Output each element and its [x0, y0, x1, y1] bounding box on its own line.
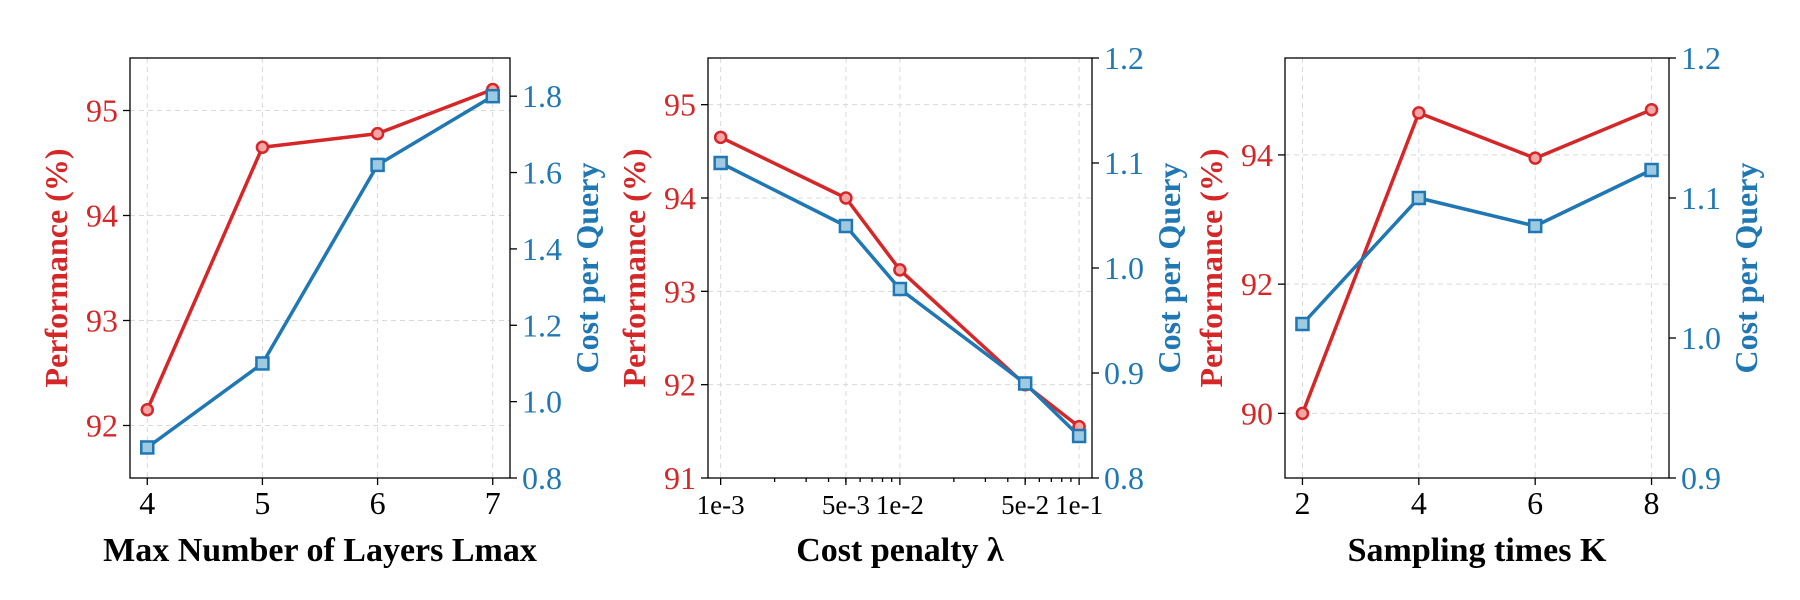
y-left-tick-label: 95	[86, 93, 118, 129]
y-left-tick-label: 91	[664, 460, 696, 496]
y-right-axis-label: Cost per Query	[1728, 163, 1764, 374]
y-right-axis-label: Cost per Query	[569, 163, 605, 374]
performance-point	[1528, 151, 1542, 165]
x-tick-label: 1e-3	[697, 490, 745, 520]
x-tick-label: 4	[139, 485, 155, 521]
y-right-tick-label: 1.6	[522, 155, 562, 191]
cost-line	[146, 94, 494, 449]
y-right-tick-label: 1.8	[522, 78, 562, 114]
x-tick-label: 6	[1527, 485, 1543, 521]
performance-point	[255, 140, 270, 154]
y-right-tick-label: 1.2	[1104, 40, 1144, 76]
subplot-2: 1e-3 5e-3 1e-2 5e-2 1e-1 91 92 93 94 95 0.8 0.9 1.0 1…	[616, 40, 1187, 569]
x-tick-label: 6	[370, 485, 386, 521]
x-tick-label: 2	[1294, 485, 1310, 521]
y-right-tick-label: 1.1	[1104, 145, 1144, 181]
y-right-tick-label: 0.9	[1104, 355, 1144, 391]
y-right-tick-label: 0.8	[1104, 460, 1144, 496]
y-left-tick-label: 95	[664, 87, 696, 123]
y-left-axis-label: Performance (%)	[38, 149, 74, 388]
y-right-tick-label: 1.2	[1681, 40, 1721, 76]
performance-line	[145, 87, 494, 411]
x-tick-label: 1e-2	[876, 490, 924, 520]
y-left-tick-label: 94	[86, 198, 118, 234]
x-axis-label: Sampling times K	[1348, 532, 1607, 569]
y-left-axis-label: Performance (%)	[616, 149, 652, 388]
plot-frame	[129, 57, 511, 479]
subplot-3: 2 4 6 8 90 92 94 0.9 1.0 1.1 1.2 Sampling times K Pe…	[1193, 40, 1764, 569]
x-axis-label: Max Number of Layers Lmax	[103, 532, 537, 569]
cost-point	[485, 88, 500, 104]
x-axis-label: Cost penalty λ	[796, 532, 1004, 569]
x-tick-label: 4	[1411, 485, 1427, 521]
performance-point	[713, 130, 728, 145]
performance-point	[1644, 102, 1659, 117]
x-tick-label: 5	[254, 485, 270, 521]
y-right-tick-label: 1.2	[522, 307, 562, 343]
cost-point	[838, 218, 854, 234]
y-left-tick-label: 92	[664, 367, 696, 403]
y-right-tick-label: 0.9	[1681, 460, 1721, 496]
cost-point	[370, 157, 385, 173]
x-tick-label: 7	[485, 485, 501, 521]
y-right-tick-label: 1.0	[1681, 320, 1721, 356]
y-right-axis-label: Cost per Query	[1151, 163, 1187, 374]
y-right-tick-label: 1.0	[522, 384, 562, 420]
y-left-tick-label: 94	[1241, 137, 1273, 173]
y-left-tick-label: 90	[1241, 395, 1273, 431]
y-right-tick-label: 1.1	[1681, 180, 1721, 216]
x-tick-label: 8	[1644, 485, 1660, 521]
cost-point	[1071, 428, 1087, 444]
performance-point	[1295, 406, 1310, 421]
y-left-axis-label: Performance (%)	[1193, 149, 1229, 388]
x-tick-label: 5e-3	[822, 490, 870, 520]
cost-point	[1411, 190, 1427, 206]
y-left-tick-label: 93	[664, 273, 696, 309]
cost-point	[1644, 162, 1659, 178]
performance-point	[140, 403, 155, 417]
y-right-tick-label: 1.0	[1104, 250, 1144, 286]
y-right-tick-label: 0.8	[522, 460, 562, 496]
performance-point	[839, 191, 853, 205]
y-left-tick-label: 93	[86, 303, 118, 339]
x-tick-label: 1e-1	[1055, 490, 1103, 520]
cost-point	[1295, 316, 1310, 332]
performance-point	[893, 263, 907, 277]
subplot-1: 4 5 6 7 92 93 94 95 0.8 1.0 1.2 1.4 1.6 1.8 Max Number…	[38, 57, 605, 569]
y-left-tick-label: 94	[664, 180, 696, 216]
cost-point	[1527, 218, 1543, 234]
cost-point	[892, 281, 908, 297]
performance-point	[370, 126, 385, 141]
cost-point	[255, 356, 270, 371]
cost-point	[713, 155, 728, 171]
cost-point	[1017, 376, 1033, 391]
plot-frame	[1284, 57, 1670, 479]
cost-line	[1301, 168, 1653, 326]
performance-point	[1412, 106, 1426, 120]
y-left-tick-label: 92	[86, 408, 118, 444]
x-tick-label: 5e-2	[1001, 490, 1049, 520]
y-right-tick-label: 1.4	[522, 231, 562, 267]
y-left-tick-label: 92	[1241, 266, 1273, 302]
cost-point	[140, 440, 155, 455]
